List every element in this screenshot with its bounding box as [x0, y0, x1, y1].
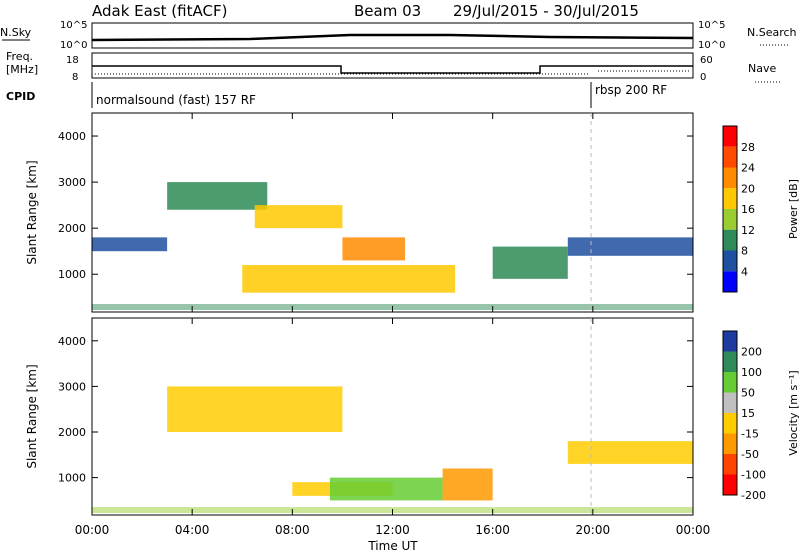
power-colorbar-tick: 28	[741, 141, 755, 154]
nsky-tick-bottom: 10^0	[60, 40, 87, 51]
power-colorbar-tick: 16	[741, 203, 755, 216]
x-tick-label: 08:00	[275, 523, 310, 537]
power-colorbar-swatch	[723, 229, 737, 251]
nsky-label: N.Sky	[0, 26, 32, 39]
x-axis-title: Time UT	[367, 539, 418, 553]
x-tick-label: 00:00	[75, 523, 110, 537]
power-colorbar-swatch	[723, 167, 737, 189]
vel-colorbar-swatch	[723, 392, 737, 413]
vel-data-region	[442, 468, 493, 501]
power-colorbar-swatch	[723, 188, 737, 209]
vel-colorbar-tick: -15	[741, 428, 759, 441]
vel-colorbar-tick: 50	[741, 387, 755, 400]
velocity-panel: 1000 2000 3000 4000 Slant Range [km]	[25, 317, 694, 516]
power-data-region	[92, 237, 168, 252]
power-data-region	[567, 237, 693, 256]
vel-data-region	[167, 386, 343, 433]
y-tick-label: 4000	[58, 130, 86, 143]
freq-label-2: [MHz]	[6, 63, 38, 76]
vel-colorbar-tick: 15	[741, 407, 755, 420]
power-data-region	[242, 265, 456, 293]
x-tick-label: 04:00	[175, 523, 210, 537]
power-panel: 1000 2000 3000 4000 Slant Range [km]	[25, 112, 694, 313]
power-colorbar-swatch	[723, 146, 737, 168]
y-axis-title: Slant Range [km]	[25, 364, 39, 468]
vel-colorbar-tick: -100	[741, 469, 766, 482]
y-tick-label: 1000	[58, 472, 86, 485]
power-colorbar-tick: 24	[741, 162, 755, 175]
vel-colorbar-frame	[722, 330, 738, 496]
power-colorbar-tick: 4	[741, 265, 748, 278]
vel-colorbar-swatch	[723, 372, 737, 393]
vel-colorbar-swatch	[723, 331, 737, 352]
power-data-region	[342, 237, 406, 261]
power-colorbar-tick: 12	[741, 224, 755, 237]
x-tick-label: 20:00	[576, 523, 611, 537]
y-tick-label: 3000	[58, 380, 86, 393]
power-colorbar-frame	[722, 125, 738, 293]
nsearch-tick-bottom: 10^0	[698, 40, 725, 51]
vel-colorbar-tick: -200	[741, 489, 766, 502]
y-tick-label: 3000	[58, 176, 86, 189]
vel-colorbar-tick: 200	[741, 346, 762, 359]
freq-label-1: Freq.	[6, 50, 33, 63]
vel-colorbar-swatch	[723, 413, 737, 434]
power-colorbar-title: Power [dB]	[787, 179, 800, 239]
vel-colorbar-tick: -50	[741, 448, 759, 461]
nave-label: Nave	[748, 62, 776, 75]
y-axis-title: Slant Range [km]	[25, 160, 39, 264]
x-tick-label: 16:00	[475, 523, 510, 537]
power-data-region	[254, 205, 343, 229]
nsearch-tick-top: 10^5	[698, 20, 725, 31]
vel-colorbar-swatch	[723, 351, 737, 372]
vel-data-region	[329, 477, 443, 501]
freq-trace	[92, 65, 693, 74]
power-colorbar-swatch	[723, 209, 737, 230]
nave-tick-top: 60	[700, 55, 713, 66]
power-colorbar-tick: 20	[741, 182, 755, 195]
station-title: Adak East (fitACF)	[92, 2, 227, 20]
vel-data-region	[567, 441, 693, 464]
vel-colorbar-tick: 100	[741, 366, 762, 379]
y-tick-label: 2000	[58, 426, 86, 439]
vel-colorbar-swatch	[723, 474, 737, 495]
vel-colorbar-swatch	[723, 433, 737, 454]
power-colorbar-swatch	[723, 126, 737, 147]
vel-colorbar-title: Velocity [m s⁻¹]	[787, 370, 800, 455]
date-range: 29/Jul/2015 - 30/Jul/2015	[453, 2, 639, 20]
nsky-panel	[91, 22, 694, 49]
power-colorbar-swatch	[723, 250, 737, 272]
nsky-tick-top: 10^5	[60, 20, 87, 31]
power-colorbar-tick: 8	[741, 245, 748, 258]
y-tick-label: 2000	[58, 222, 86, 235]
cpid-label: CPID	[6, 90, 35, 103]
freq-tick-top: 18	[66, 55, 79, 66]
nsky-trace	[91, 33, 694, 42]
cpid-mode-1: normalsound (fast) 157 RF	[96, 93, 256, 107]
cpid-mode-2: rbsp 200 RF	[595, 83, 667, 97]
power-data-region	[167, 182, 268, 210]
beam-title: Beam 03	[354, 2, 421, 20]
nave-tick-bottom: 0	[700, 72, 706, 83]
y-tick-label: 4000	[58, 335, 86, 348]
vel-colorbar-swatch	[723, 454, 737, 475]
x-tick-label: 12:00	[375, 523, 410, 537]
y-tick-label: 1000	[58, 268, 86, 281]
nsearch-label: N.Search	[747, 26, 797, 39]
power-data-region	[492, 246, 568, 279]
x-tick-label: 00:00	[676, 523, 711, 537]
x-axis: 00:00 04:00 08:00 12:00 16:00 20:00 00:00	[75, 523, 711, 537]
colorbars: 28 24 20 16 12 8 4 Power [dB] 200 100 50 15 -15 -50 -1…	[722, 125, 800, 502]
freq-tick-bottom: 8	[72, 72, 78, 83]
power-colorbar-swatch	[723, 271, 737, 292]
